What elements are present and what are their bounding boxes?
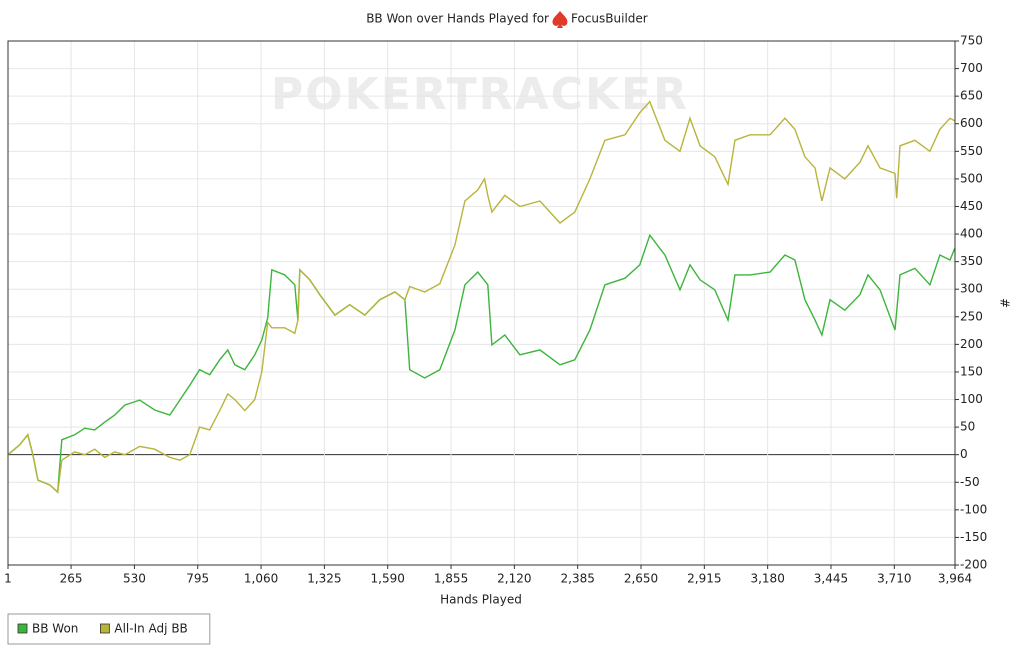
y-tick-label: -100 (960, 502, 987, 516)
data-line (7, 100, 956, 494)
chart-title: BB Won over Hands Played for (366, 12, 549, 26)
y-tick-label: -50 (960, 475, 980, 489)
plot-frame (7, 40, 956, 566)
y-tick-label: 50 (960, 420, 975, 434)
x-tick-label: 3,964 (938, 572, 972, 586)
legend-swatch (17, 623, 28, 634)
x-tick-label: 1,325 (307, 572, 341, 586)
y-tick-label: 100 (960, 392, 983, 406)
x-axis-label: Hands Played (440, 593, 522, 607)
legend-label: BB Won (32, 622, 78, 636)
y-tick-label: 350 (960, 254, 983, 268)
y-tick-label: 700 (960, 61, 983, 75)
legend-swatch (99, 623, 110, 634)
y-tick-label: 0 (960, 447, 968, 461)
x-tick-label: 2,650 (624, 572, 658, 586)
y-axis-label: # (998, 298, 1012, 308)
x-tick-label: 2,385 (561, 572, 595, 586)
site-icon (552, 11, 568, 28)
y-tick-label: 600 (960, 116, 983, 130)
y-tick-label: 300 (960, 282, 983, 296)
y-tick-label: 250 (960, 309, 983, 323)
y-tick-label: 150 (960, 364, 983, 378)
y-tick-label: -200 (960, 558, 987, 572)
x-tick-label: 1 (4, 572, 12, 586)
y-tick-label: 200 (960, 337, 983, 351)
x-tick-label: 3,445 (814, 572, 848, 586)
y-tick-label: 750 (960, 34, 983, 48)
x-tick-label: 2,120 (497, 572, 531, 586)
x-tick-label: 795 (186, 572, 209, 586)
y-tick-label: 450 (960, 199, 983, 213)
y-tick-label: 500 (960, 171, 983, 185)
data-line (7, 233, 956, 494)
legend-label: All-In Adj BB (114, 622, 187, 636)
y-tick-label: -150 (960, 530, 987, 544)
x-tick-label: 1,590 (371, 572, 405, 586)
lines (7, 100, 956, 494)
x-tick-label: 265 (60, 572, 83, 586)
x-tick-label: 2,915 (687, 572, 721, 586)
player-name: FocusBuilder (571, 12, 648, 26)
y-tick-label: 550 (960, 144, 983, 158)
x-tick-label: 1,060 (244, 572, 278, 586)
y-tick-label: 400 (960, 227, 983, 241)
watermark: POKERTRACKER (271, 69, 689, 120)
x-tick-label: 1,855 (434, 572, 468, 586)
x-tick-label: 530 (123, 572, 146, 586)
y-tick-label: 650 (960, 89, 983, 103)
x-tick-label: 3,180 (750, 572, 784, 586)
x-tick-label: 3,710 (877, 572, 911, 586)
